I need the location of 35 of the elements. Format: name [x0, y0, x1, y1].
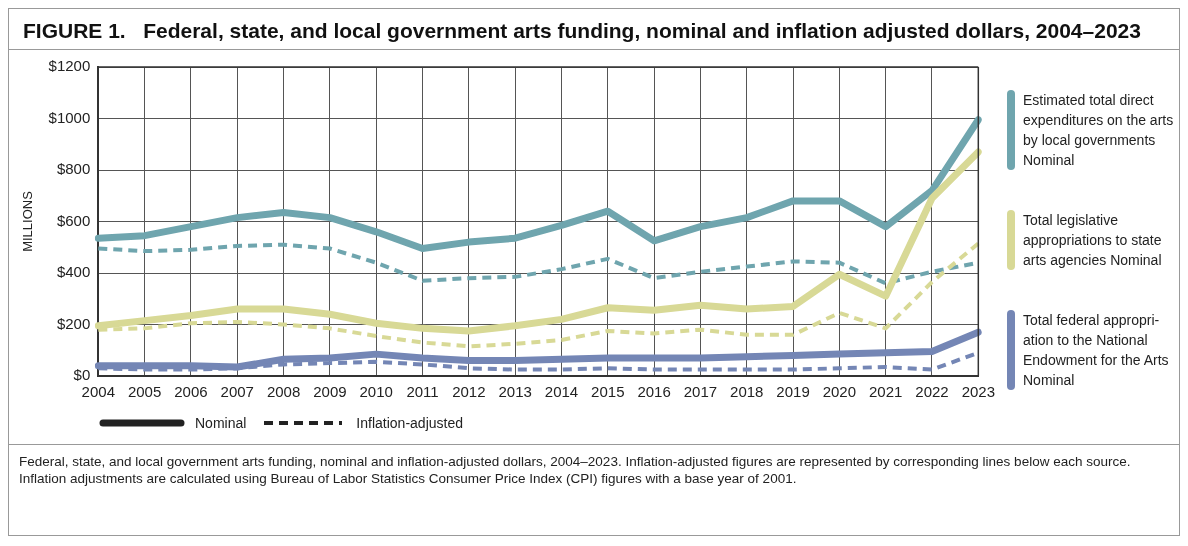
y-tick-label: $200: [56, 314, 91, 332]
y-tick-label: $1200: [48, 57, 91, 75]
text: Estimated total direct expenditures on the arts by local governments Nominal: [1023, 91, 1175, 170]
x-tick-label: 2004: [81, 383, 115, 401]
text: Inflation-adjusted: [356, 415, 463, 431]
x-tick-label: 2022: [915, 383, 949, 401]
x-tick-label: 2023: [961, 383, 995, 401]
x-tick-label: 2011: [406, 383, 439, 401]
x-tick-label: 2014: [544, 383, 579, 401]
text: Total federal appropri-ation to the National Endowment for the Arts Nominal: [1023, 311, 1170, 390]
x-tick-label: 2021: [869, 383, 903, 401]
x-tick-label: 2005: [127, 383, 162, 401]
x-tick-label: 2013: [498, 383, 532, 401]
text: Federal, state, and local government arts funding, nominal and inflation-adjusted dollars, 2004–2023. Inflation-adjusted figures are represented by corresponding lines below each source. Inflation adjustments are calculated using Bureau of Labor Statistics Consumer Price Index (CPI) figures with a base year of 2001.: [19, 453, 1132, 487]
y-axis-title: MILLIONS: [20, 190, 36, 252]
x-tick-label: 2009: [313, 383, 347, 401]
y-tick-label: $400: [56, 263, 91, 281]
x-tick-label: 2018: [730, 383, 764, 401]
y-tick-label: $800: [56, 160, 91, 178]
y-tick-label: $1000: [48, 108, 91, 126]
chart-title: FIGURE 1. Federal, state, and local government arts funding, nominal and inflation adjusted dollars, 2004–2023: [9, 9, 1179, 50]
y-tick-label: $600: [56, 211, 91, 229]
x-tick-label: 2008: [266, 383, 301, 401]
x-tick-label: 2015: [591, 383, 625, 401]
x-tick-label: 2006: [174, 383, 208, 401]
x-tick-label: 2019: [776, 383, 810, 401]
x-tick-label: 2020: [822, 383, 857, 401]
y-tick-label: $0: [73, 366, 91, 384]
x-tick-label: 2007: [220, 383, 254, 401]
text: Total legislative appropriations to state arts agencies Nominal: [1023, 211, 1163, 270]
x-tick-label: 2012: [452, 383, 486, 401]
x-tick-label: 2017: [683, 383, 718, 401]
x-tick-label: 2010: [359, 383, 393, 401]
x-tick-label: 2016: [637, 383, 671, 401]
text: Nominal: [195, 415, 247, 431]
